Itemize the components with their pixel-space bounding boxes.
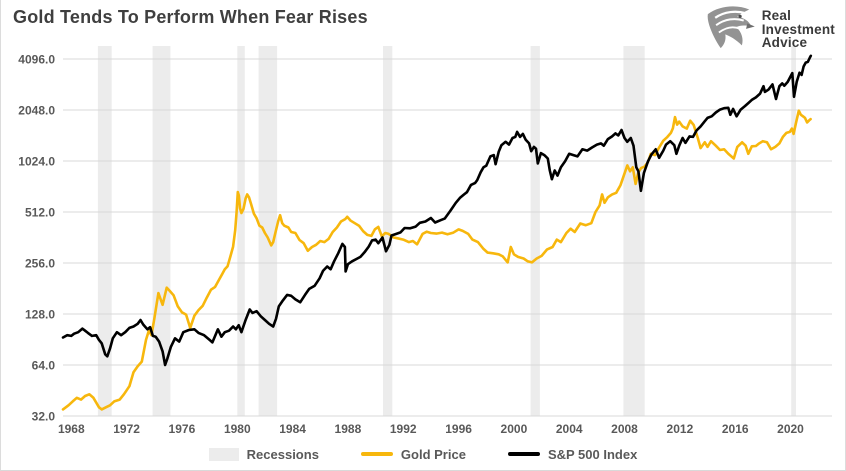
- x-tick-label: 1980: [224, 422, 251, 436]
- x-tick-label: 1972: [113, 422, 140, 436]
- gold-price-swatch: [360, 452, 393, 456]
- legend-label: Recessions: [246, 446, 319, 462]
- y-tick-label: 1024.0: [18, 155, 55, 169]
- x-axis-labels: 1968 1972 1976 1980 1984 1988 1992 1996 2000 2004…: [58, 422, 804, 436]
- x-tick-label: 2008: [611, 422, 638, 436]
- x-tick-label: 1992: [390, 422, 417, 436]
- y-tick-label: 128.0: [25, 308, 55, 322]
- gold-price-line: [61, 109, 812, 411]
- ria-logo: Real Investment Advice: [703, 4, 835, 55]
- chart-legend: Recessions Gold Price S&P 500 Index: [1, 444, 845, 464]
- y-tick-label: 512.0: [25, 206, 55, 220]
- y-tick-label: 32.0: [32, 410, 56, 424]
- legend-item-recessions: Recessions: [208, 446, 319, 462]
- sp500-swatch: [507, 452, 540, 456]
- eagle-shield-icon: [703, 4, 755, 55]
- x-tick-label: 1988: [335, 422, 362, 436]
- recession-band: [152, 46, 171, 416]
- y-tick-label: 256.0: [25, 257, 55, 271]
- legend-label: S&P 500 Index: [547, 446, 638, 462]
- legend-label: Gold Price: [400, 446, 466, 462]
- logo-line-1: Real: [761, 8, 792, 24]
- recession-bands-group: [97, 46, 796, 416]
- y-tick-label: 64.0: [32, 359, 56, 373]
- recession-band: [530, 46, 540, 416]
- x-tick-label: 2020: [777, 422, 804, 436]
- legend-item-sp500: S&P 500 Index: [507, 446, 638, 462]
- x-tick-label: 1996: [445, 422, 472, 436]
- logo-line-3: Advice: [761, 35, 808, 51]
- page-title: Gold Tends To Perform When Fear Rises: [13, 7, 368, 27]
- x-tick-label: 2000: [501, 422, 528, 436]
- recession-band: [383, 46, 393, 416]
- x-tick-label: 1968: [58, 422, 85, 436]
- x-tick-label: 1984: [279, 422, 306, 436]
- x-tick-label: 2016: [722, 422, 749, 436]
- x-tick-label: 1976: [169, 422, 196, 436]
- logo-line-2: Investment: [761, 21, 835, 37]
- y-axis-labels: 4096.0 2048.0 1024.0 512.0 256.0 128.0 64.0 32.…: [18, 53, 55, 424]
- gridlines-group: [63, 58, 832, 417]
- recession-band: [791, 46, 796, 416]
- ria-logo-text: Real Investment Advice: [762, 9, 835, 50]
- y-tick-label: 2048.0: [18, 104, 55, 118]
- legend-item-gold-price: Gold Price: [360, 446, 466, 462]
- recession-band: [237, 46, 245, 416]
- y-tick-label: 4096.0: [18, 53, 55, 67]
- recession-band: [97, 46, 112, 416]
- x-tick-label: 2012: [667, 422, 694, 436]
- recession-band: [258, 46, 278, 416]
- x-tick-label: 2004: [556, 422, 583, 436]
- recessions-swatch: [208, 447, 239, 461]
- sp500-index-line: [61, 54, 813, 367]
- recession-band: [623, 46, 645, 416]
